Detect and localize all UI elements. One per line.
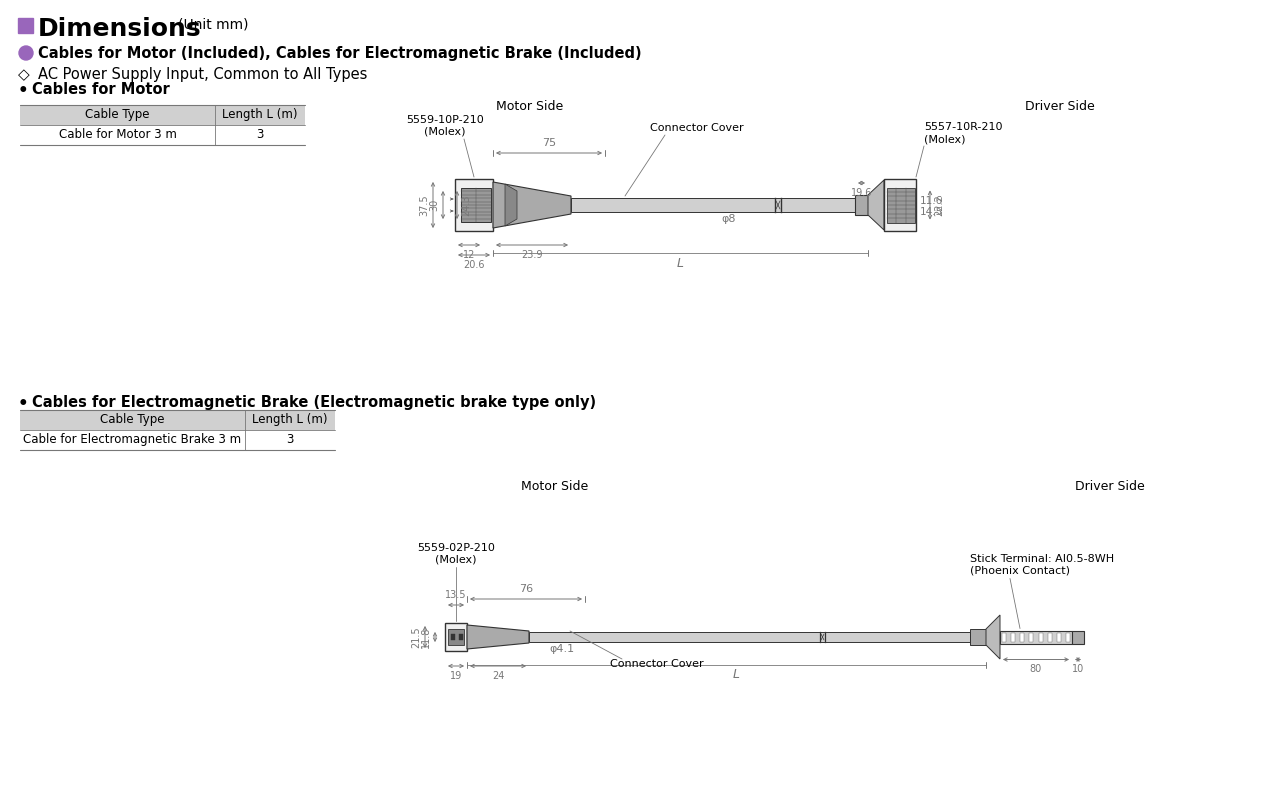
Text: L: L (677, 257, 684, 270)
Bar (1029, 633, 1033, 642)
Bar (970, 629, 986, 645)
Bar (20, 410, 335, 430)
Text: Length L (m): Length L (m) (252, 413, 328, 426)
Text: 3: 3 (256, 128, 264, 141)
Text: Stick Terminal: AI0.5-8WH
(Phoenix Contact): Stick Terminal: AI0.5-8WH (Phoenix Conta… (970, 554, 1114, 576)
Text: Cable for Electromagnetic Brake 3 m: Cable for Electromagnetic Brake 3 m (23, 433, 242, 446)
Bar (18, 18, 33, 33)
Bar (461, 188, 492, 222)
Bar (1000, 630, 1073, 643)
Text: Motor Side: Motor Side (521, 480, 589, 493)
Text: 20.6: 20.6 (463, 260, 485, 270)
Text: 5559-10P-210
(Molex): 5559-10P-210 (Molex) (406, 115, 484, 137)
Text: Cable for Motor 3 m: Cable for Motor 3 m (59, 128, 177, 141)
Bar (1011, 633, 1015, 642)
Bar (855, 195, 868, 215)
Text: 75: 75 (541, 138, 556, 148)
Text: 5557-10R-210
(Molex): 5557-10R-210 (Molex) (924, 122, 1002, 144)
Bar (1002, 633, 1006, 642)
Bar (448, 629, 465, 645)
Text: Connector Cover: Connector Cover (650, 123, 744, 133)
Text: Connector Cover: Connector Cover (611, 659, 704, 669)
Text: Length L (m): Length L (m) (223, 108, 298, 121)
Bar (451, 634, 454, 640)
Bar (1020, 633, 1024, 642)
Text: 22.2: 22.2 (934, 194, 945, 216)
Text: 37.5: 37.5 (419, 194, 429, 215)
Text: Cables for Motor (Included), Cables for Electromagnetic Brake (Included): Cables for Motor (Included), Cables for … (38, 46, 641, 61)
Text: •: • (18, 82, 28, 100)
Bar (884, 179, 916, 231)
Polygon shape (868, 180, 884, 230)
Text: Cable Type: Cable Type (100, 413, 165, 426)
Text: 12: 12 (463, 250, 475, 260)
Text: Motor Side: Motor Side (497, 100, 563, 113)
Bar (454, 179, 493, 231)
Text: Cables for Motor: Cables for Motor (32, 82, 170, 97)
Text: 3: 3 (287, 433, 293, 446)
Text: 19.6: 19.6 (851, 188, 872, 198)
Text: 24.3: 24.3 (461, 194, 471, 215)
Polygon shape (493, 182, 571, 228)
Text: 5559-02P-210
(Molex): 5559-02P-210 (Molex) (417, 544, 495, 565)
Bar (1038, 633, 1043, 642)
Bar (1048, 633, 1052, 642)
Polygon shape (467, 625, 529, 649)
Polygon shape (506, 184, 517, 226)
Text: Cables for Electromagnetic Brake (Electromagnetic brake type only): Cables for Electromagnetic Brake (Electr… (32, 395, 596, 410)
Text: 21.5: 21.5 (411, 626, 421, 648)
Bar (887, 188, 915, 223)
Text: AC Power Supply Input, Common to All Types: AC Power Supply Input, Common to All Typ… (38, 67, 367, 82)
Bar (529, 632, 970, 642)
Bar (460, 634, 463, 640)
Bar (1073, 630, 1084, 643)
Bar (1057, 633, 1061, 642)
Text: 11.6: 11.6 (920, 196, 943, 206)
Text: 19: 19 (449, 671, 462, 681)
Bar (445, 623, 467, 651)
Text: Driver Side: Driver Side (1025, 100, 1094, 113)
Text: 13.5: 13.5 (445, 590, 467, 600)
Text: Driver Side: Driver Side (1075, 480, 1144, 493)
Text: L: L (733, 668, 740, 681)
Text: 80: 80 (1030, 665, 1042, 674)
Text: 23.9: 23.9 (521, 250, 543, 260)
Text: Cable Type: Cable Type (86, 108, 150, 121)
Text: 30: 30 (429, 199, 439, 211)
Text: 14.5: 14.5 (920, 207, 943, 217)
Text: 11.8: 11.8 (421, 626, 431, 648)
Bar (20, 105, 305, 125)
Text: 24: 24 (492, 671, 504, 681)
Text: •: • (18, 395, 28, 413)
Text: (Unit mm): (Unit mm) (178, 17, 248, 31)
Text: φ4.1: φ4.1 (549, 644, 575, 654)
Text: 76: 76 (518, 584, 532, 594)
Text: ◇: ◇ (18, 67, 29, 82)
Bar (571, 198, 855, 212)
Text: Dimensions: Dimensions (38, 17, 202, 41)
Bar (1066, 633, 1070, 642)
Polygon shape (986, 615, 1000, 659)
Circle shape (19, 46, 33, 60)
Text: 10: 10 (1071, 665, 1084, 674)
Text: φ8: φ8 (721, 214, 736, 224)
